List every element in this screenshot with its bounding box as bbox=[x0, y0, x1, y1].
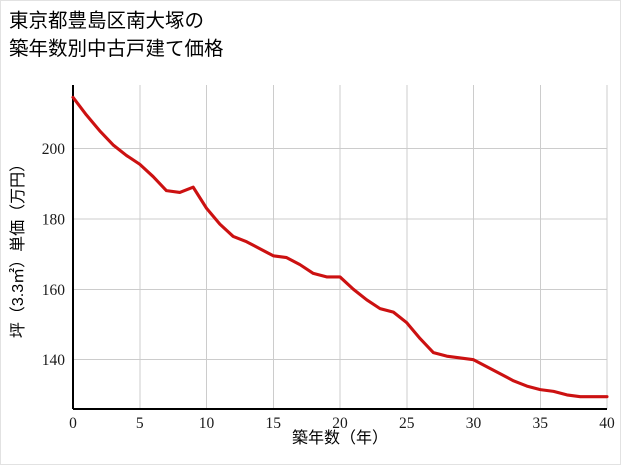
x-tick-label: 15 bbox=[266, 415, 282, 432]
x-tick-label: 10 bbox=[199, 415, 215, 432]
x-axis-title: 築年数（年） bbox=[292, 429, 388, 447]
page-title: 東京都豊島区南大塚の 築年数別中古戸建て価格 bbox=[9, 10, 224, 60]
y-tick-label: 180 bbox=[42, 211, 66, 228]
gridlines-group bbox=[73, 85, 608, 409]
price-series-line bbox=[71, 95, 609, 399]
x-tick-label: 20 bbox=[332, 415, 348, 432]
y-tick-label: 160 bbox=[42, 282, 66, 299]
x-tick-label: 25 bbox=[399, 415, 415, 432]
x-tick-label: 40 bbox=[599, 415, 615, 432]
x-tick-label: 35 bbox=[533, 415, 549, 432]
x-tick-label: 30 bbox=[466, 415, 482, 432]
y-tick-label: 140 bbox=[42, 352, 66, 369]
x-tick-label: 5 bbox=[136, 415, 144, 432]
y-axis-title: 坪（3.3㎡）単価（万円） bbox=[9, 156, 27, 338]
y-tick-labels-group: 140 160 180 200 bbox=[42, 141, 66, 369]
y-tick-label: 200 bbox=[42, 141, 66, 158]
x-tick-labels-group: 0 5 10 15 20 25 30 35 40 bbox=[69, 415, 615, 432]
x-tick-label: 0 bbox=[69, 415, 77, 432]
